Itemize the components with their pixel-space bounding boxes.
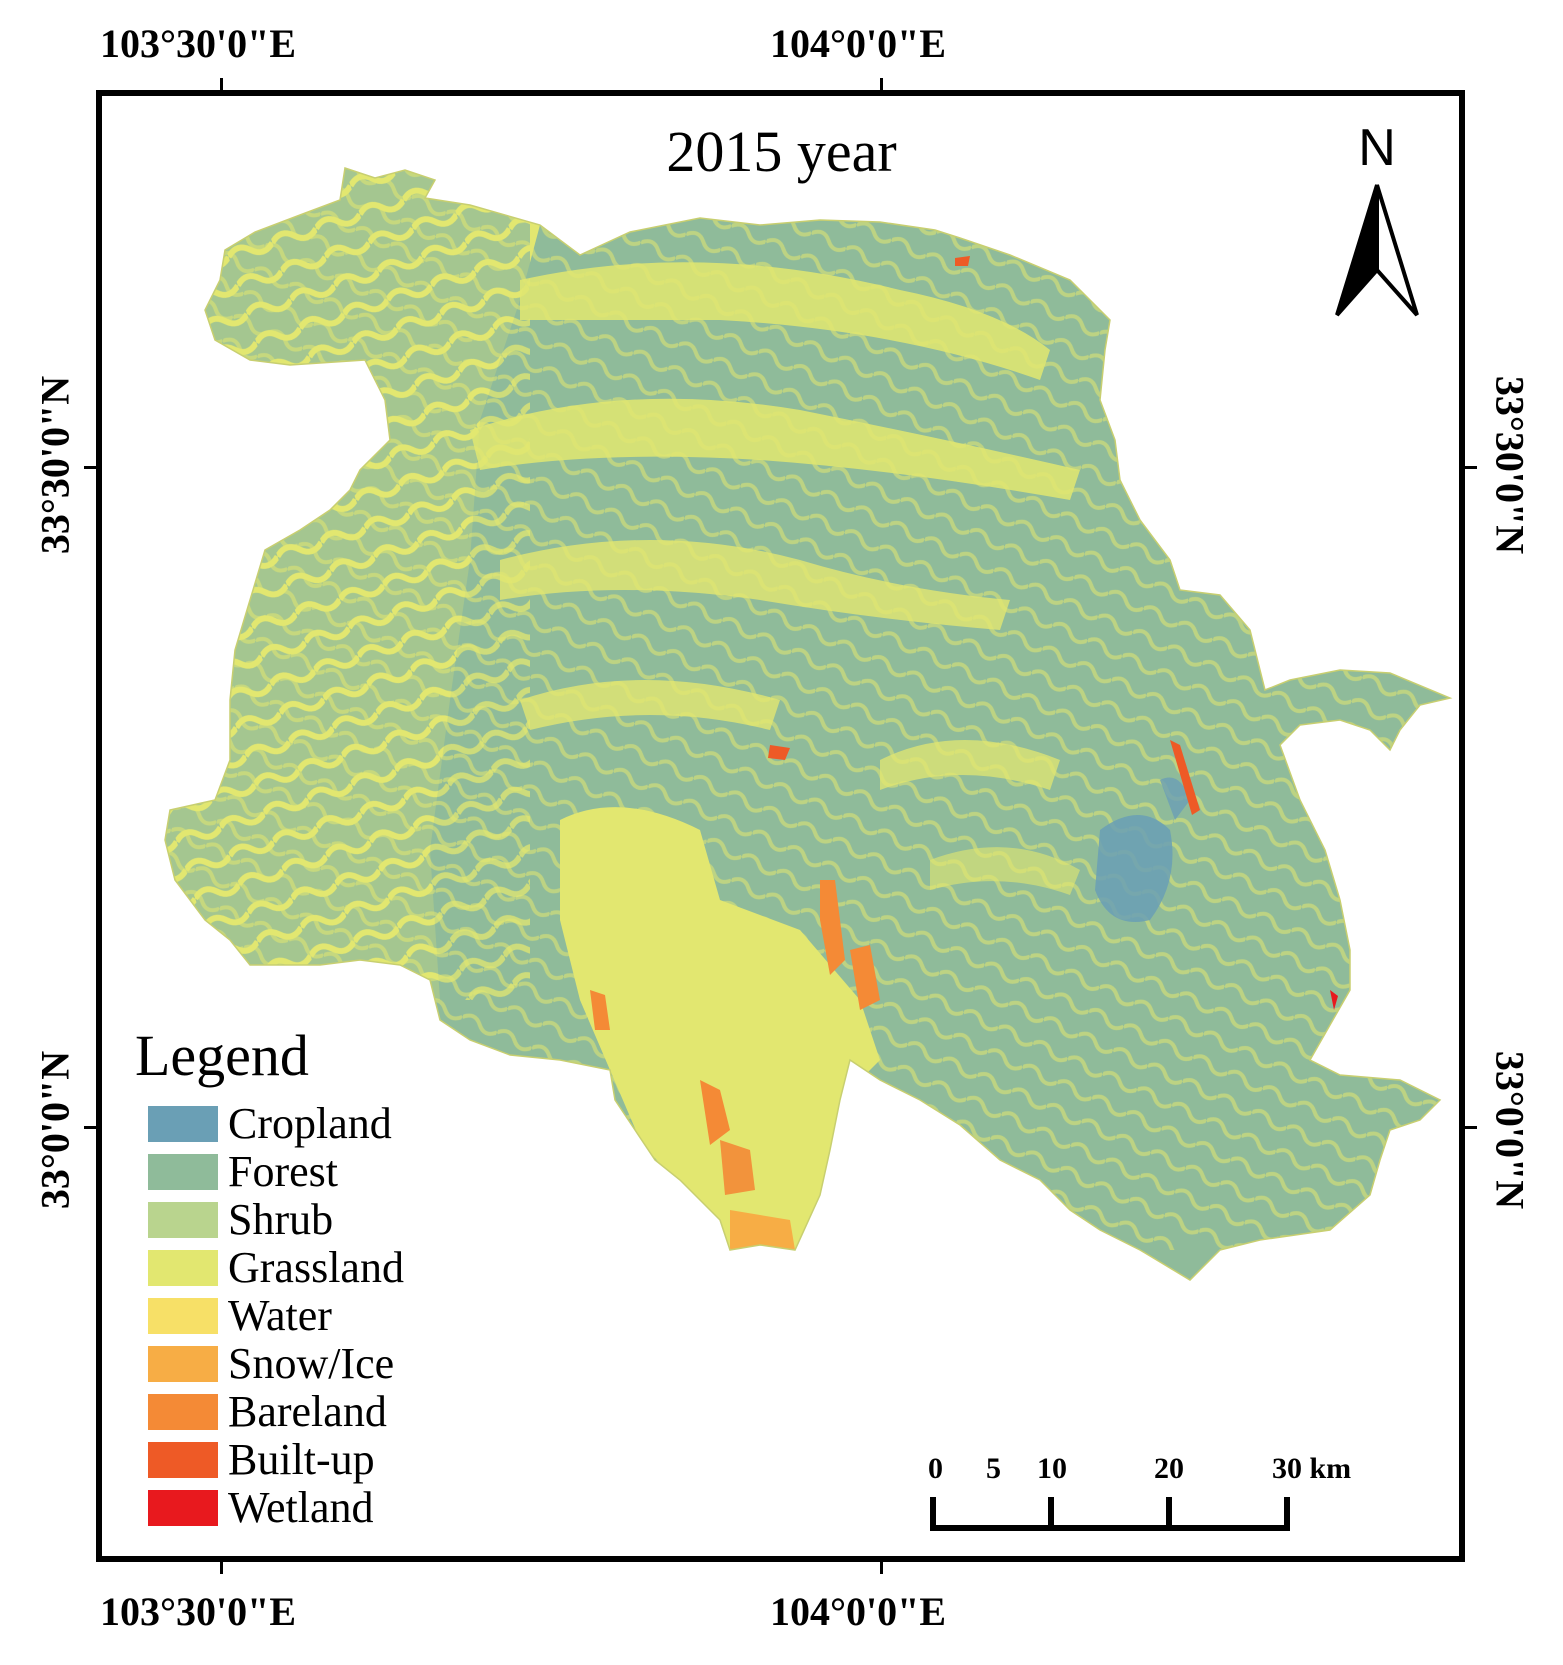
legend-swatch [148,1202,218,1238]
coord-bottom-right: 104°0'0"E [770,1589,946,1634]
legend-swatch [148,1490,218,1526]
legend-label: Grassland [228,1243,404,1292]
legend-swatch [148,1154,218,1190]
map-title: 2015 year [666,119,897,184]
legend-label: Wetland [228,1483,374,1532]
legend-label: Water [228,1291,332,1340]
legend-title: Legend [135,1023,309,1088]
legend-swatch [148,1394,218,1430]
legend-item-wetland: Wetland [148,1483,374,1532]
scale-label-30: 30 km [1272,1452,1352,1485]
legend-swatch [148,1298,218,1334]
tick-right-lower [1463,1126,1477,1129]
scale-label-0: 0 [928,1452,943,1485]
legend-swatch [148,1250,218,1286]
coord-top-left: 103°30'0"E [100,21,296,66]
tick-left-upper [84,466,98,469]
coord-bottom-left: 103°30'0"E [100,1589,296,1634]
legend-item-snow-ice: Snow/Ice [148,1339,395,1388]
tick-left-lower [84,1126,98,1129]
legend-item-cropland: Cropland [148,1099,392,1148]
scale-label-20: 20 [1154,1452,1184,1485]
legend-label: Built-up [228,1435,375,1484]
legend-label: Cropland [228,1099,392,1148]
legend-swatch [148,1106,218,1142]
legend-item-built-up: Built-up [148,1435,375,1484]
tick-bottom-left [220,1560,223,1574]
legend-item-water: Water [148,1291,332,1340]
map-frame [96,90,1465,1562]
coord-top-right: 104°0'0"E [770,21,946,66]
tick-bottom-right [880,1560,883,1574]
legend-swatch [148,1346,218,1382]
legend-label: Forest [228,1147,338,1196]
legend-item-grassland: Grassland [148,1243,404,1292]
scale-label-10: 10 [1037,1452,1067,1485]
legend-label: Bareland [228,1387,387,1436]
legend-label: Shrub [228,1195,334,1244]
legend-item-forest: Forest [148,1147,338,1196]
legend-swatch [148,1442,218,1478]
scale-label-5: 5 [986,1452,1001,1485]
legend-item-bareland: Bareland [148,1387,387,1436]
scale-bar-graphic [930,1497,1290,1531]
legend-item-shrub: Shrub [148,1195,334,1244]
north-arrow-icon [1335,184,1419,317]
tick-top-right [880,78,883,92]
legend-label: Snow/Ice [228,1339,395,1388]
tick-top-left [220,78,223,92]
north-arrow: N [1332,118,1422,328]
north-label: N [1358,119,1396,177]
tick-right-upper [1463,466,1477,469]
